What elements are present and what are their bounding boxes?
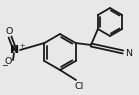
Text: Cl: Cl — [74, 82, 84, 91]
Text: +: + — [19, 43, 25, 49]
Text: N: N — [10, 45, 20, 55]
Text: O: O — [5, 27, 13, 36]
Text: −: − — [1, 61, 7, 70]
Text: O: O — [4, 57, 12, 66]
Text: N: N — [125, 49, 132, 57]
